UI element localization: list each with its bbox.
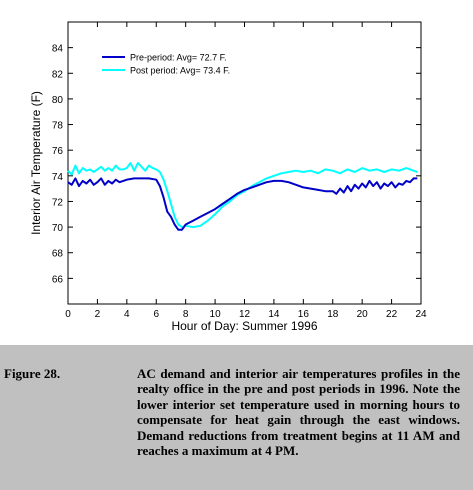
x-tick-label: 20 xyxy=(357,309,369,320)
x-tick-label: 18 xyxy=(327,309,339,320)
x-tick-label: 24 xyxy=(415,309,427,320)
chart-panel: 66 68 70 72 74 76 78 80 82 84 0 2 4 6 8 10 12 14 16 18 20 22… xyxy=(0,0,473,345)
x-tick-label: 0 xyxy=(65,309,71,320)
legend: Pre-period: Avg= 72.7 F. Post period: Avg… xyxy=(102,53,230,76)
y-tick-label: 80 xyxy=(52,95,64,106)
x-tick-label: 4 xyxy=(124,309,130,320)
figure-number: Figure 28. xyxy=(4,366,61,381)
x-tick-label: 2 xyxy=(95,309,101,320)
x-tick-label: 6 xyxy=(153,309,159,320)
y-tick-label: 84 xyxy=(52,44,64,55)
y-axis-ticks: 66 68 70 72 74 76 78 80 82 84 xyxy=(52,44,421,285)
y-tick-label: 76 xyxy=(52,146,64,157)
series-layer xyxy=(67,162,418,231)
plot-frame xyxy=(67,21,422,305)
x-tick-label: 16 xyxy=(298,309,310,320)
y-tick-label: 70 xyxy=(52,223,64,234)
y-tick-label: 72 xyxy=(52,197,64,208)
y-tick-label: 68 xyxy=(52,249,64,260)
x-axis-ticks: 0 2 4 6 8 10 12 14 16 18 20 22 24 xyxy=(65,22,427,320)
legend-label-pre-period: Pre-period: Avg= 72.7 F. xyxy=(130,53,227,63)
y-tick-label: 78 xyxy=(52,121,64,132)
x-tick-label: 22 xyxy=(386,309,398,320)
x-tick-label: 10 xyxy=(210,309,222,320)
y-tick-label: 74 xyxy=(52,172,64,183)
y-tick-label: 66 xyxy=(52,274,64,285)
y-tick-label: 82 xyxy=(52,69,64,80)
pre-period-series-line xyxy=(67,177,418,231)
y-axis-label: Interior Air Temperature (F) xyxy=(29,91,43,235)
x-tick-label: 14 xyxy=(268,309,280,320)
figure-caption: AC demand and interior air temperatures … xyxy=(137,366,460,459)
x-axis-label: Hour of Day: Summer 1996 xyxy=(171,319,317,333)
legend-label-post-period: Post period: Avg= 73.4 F. xyxy=(130,66,230,76)
x-tick-label: 12 xyxy=(239,309,251,320)
x-tick-label: 8 xyxy=(183,309,189,320)
